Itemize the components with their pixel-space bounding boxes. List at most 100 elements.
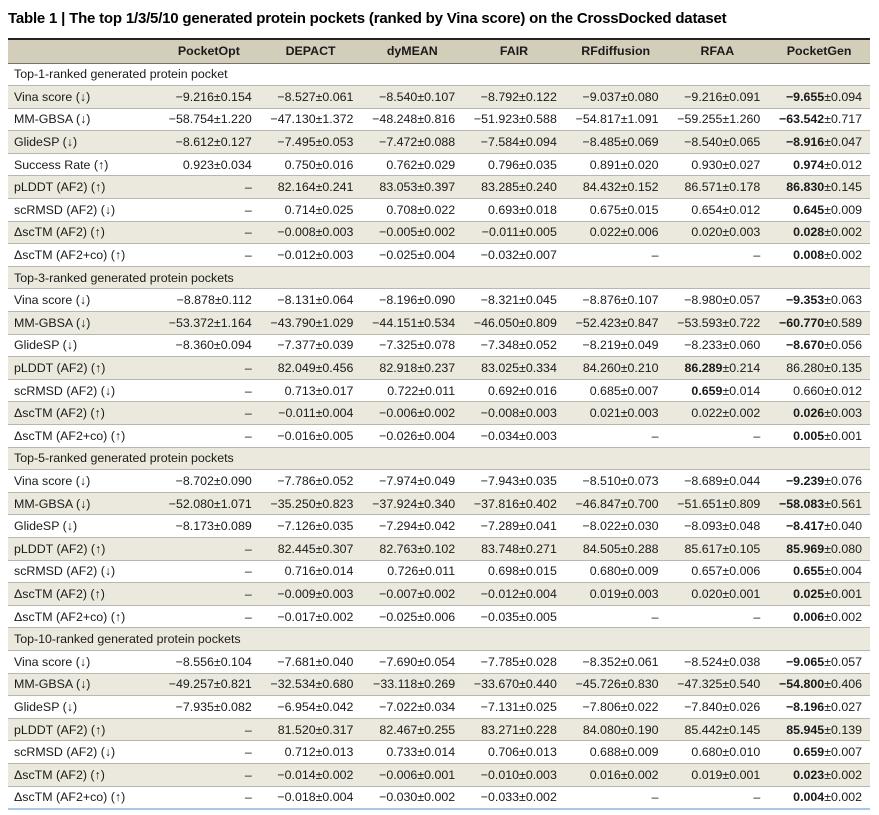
table-row: ΔscTM (AF2+co) (↑) – −0.016±0.005 −0.026±0.… (8, 424, 870, 448)
section-header-label: Top-3-ranked generated protein pockets (8, 266, 870, 290)
value-cell: −7.786±0.052 (259, 469, 362, 493)
value-cell: −8.196±0.027 (768, 695, 870, 719)
metric-label: scRMSD (AF2) (↓) (8, 379, 159, 403)
value-cell: −60.770±0.589 (768, 311, 870, 335)
metric-label: Success Rate (↑) (8, 153, 159, 177)
value-cell: −8.612±0.127 (158, 130, 260, 154)
value-cell: −0.009±0.003 (259, 582, 362, 606)
value-cell: 0.891±0.020 (564, 153, 667, 177)
best-value: −60.770 (779, 315, 825, 330)
value-cell: −0.006±0.002 (361, 401, 464, 425)
value-cell: −7.495±0.053 (259, 130, 362, 154)
value-cell: −49.257±0.821 (158, 673, 260, 697)
value-cell: −7.681±0.040 (259, 650, 362, 674)
value-cell: −47.130±1.372 (259, 108, 362, 132)
value-cell: −7.974±0.049 (361, 469, 464, 493)
metric-label: ΔscTM (AF2+co) (↑) (8, 424, 159, 448)
value-cell: – (158, 401, 260, 425)
column-header-rfaa: RFAA (666, 39, 769, 64)
table-row: scRMSD (AF2) (↓) –0.713±0.017 0.722±0.011 0… (8, 379, 870, 403)
value-cell: – (158, 424, 260, 448)
value-cell: 0.008±0.002 (768, 243, 870, 267)
value-cell: −8.173±0.089 (158, 514, 260, 538)
value-cell: – (158, 560, 260, 584)
value-cell: −8.792±0.122 (463, 85, 565, 109)
value-cell: −54.817±1.091 (564, 108, 667, 132)
table-body: Top-1-ranked generated protein pocket Vin… (8, 63, 870, 810)
value-cell: 0.698±0.015 (463, 560, 565, 584)
metric-label: Vina score (↓) (8, 85, 159, 109)
value-cell: −0.008±0.003 (259, 221, 362, 245)
metric-label: GlideSP (↓) (8, 695, 159, 719)
metric-label: Vina score (↓) (8, 288, 159, 313)
value-cell: 0.020±0.003 (666, 221, 769, 245)
table-row: Success Rate (↑) 0.923±0.034 0.750±0.016 0.… (8, 153, 870, 177)
best-value: 86.289 (684, 361, 723, 376)
value-cell: −59.255±1.260 (666, 108, 769, 132)
value-cell: 0.722±0.011 (361, 379, 464, 403)
value-cell: – (666, 424, 769, 448)
value-cell: −7.806±0.022 (564, 695, 667, 719)
value-cell: 0.726±0.011 (361, 560, 464, 584)
value-cell: −8.527±0.061 (259, 85, 362, 109)
column-header-metric (8, 39, 159, 64)
section-header-row: Top-1-ranked generated protein pocket (8, 63, 870, 87)
best-value: 0.645 (793, 202, 825, 217)
value-cell: −8.878±0.112 (158, 288, 260, 313)
metric-label: Vina score (↓) (8, 469, 159, 493)
value-cell: 84.080±0.190 (564, 718, 667, 742)
value-cell: 0.657±0.006 (666, 560, 769, 584)
value-cell: 84.260±0.210 (564, 356, 667, 380)
value-cell: – (158, 740, 260, 764)
column-header-rfdiffusion: RFdiffusion (564, 39, 667, 64)
value-cell: – (158, 198, 260, 222)
value-cell: 82.763±0.102 (361, 537, 464, 561)
value-cell: −8.980±0.057 (666, 288, 769, 313)
value-cell: −9.353±0.063 (768, 288, 870, 313)
value-cell: 82.164±0.241 (259, 175, 362, 200)
value-cell: −8.556±0.104 (158, 650, 260, 674)
value-cell: −8.131±0.064 (259, 288, 362, 313)
value-cell: 0.654±0.012 (666, 198, 769, 222)
value-cell: 82.049±0.456 (259, 356, 362, 380)
value-cell: – (158, 786, 260, 810)
best-value: 85.969 (786, 541, 825, 556)
metric-label: pLDDT (AF2) (↑) (8, 175, 159, 200)
value-cell: 0.004±0.002 (768, 786, 870, 810)
value-cell: −7.131±0.025 (463, 695, 565, 719)
value-cell: −0.017±0.002 (259, 605, 362, 629)
metric-label: Vina score (↓) (8, 650, 159, 674)
metric-label: pLDDT (AF2) (↑) (8, 537, 159, 561)
metric-label: ΔscTM (AF2+co) (↑) (8, 786, 159, 810)
value-cell: −0.032±0.007 (463, 243, 565, 267)
value-cell: −58.083±0.561 (768, 492, 870, 516)
section-header-row: Top-10-ranked generated protein pockets (8, 627, 870, 651)
value-cell: 83.748±0.271 (463, 537, 565, 561)
value-cell: – (158, 763, 260, 787)
metric-label: MM-GBSA (↓) (8, 673, 159, 697)
value-cell: 0.923±0.034 (158, 153, 260, 177)
metric-label: ΔscTM (AF2+co) (↑) (8, 243, 159, 267)
value-cell: – (666, 243, 769, 267)
table-row: ΔscTM (AF2) (↑) – −0.011±0.004 −0.006±0.002… (8, 401, 870, 425)
value-cell: −8.196±0.090 (361, 288, 464, 313)
value-cell: −8.417±0.040 (768, 514, 870, 538)
metric-label: ΔscTM (AF2) (↑) (8, 763, 159, 787)
value-cell: 83.285±0.240 (463, 175, 565, 200)
metric-label: MM-GBSA (↓) (8, 108, 159, 132)
table-row: ΔscTM (AF2) (↑) – −0.008±0.003 −0.005±0.002… (8, 221, 870, 245)
value-cell: −0.012±0.003 (259, 243, 362, 267)
value-cell: −8.485±0.069 (564, 130, 667, 154)
value-cell: 0.693±0.018 (463, 198, 565, 222)
best-value: −58.083 (779, 496, 825, 511)
value-cell: −8.540±0.107 (361, 85, 464, 109)
value-cell: 0.019±0.001 (666, 763, 769, 787)
table-header: PocketOpt DEPACT dyMEAN FAIR RFdiffusion RFAA… (8, 39, 870, 64)
value-cell: −46.050±0.809 (463, 311, 565, 335)
value-cell: −7.840±0.026 (666, 695, 769, 719)
value-cell: −8.233±0.060 (666, 334, 769, 358)
best-value: 0.005 (793, 428, 825, 443)
value-cell: −52.080±1.071 (158, 492, 260, 516)
metric-label: ΔscTM (AF2+co) (↑) (8, 605, 159, 629)
best-value: 0.974 (793, 157, 825, 172)
